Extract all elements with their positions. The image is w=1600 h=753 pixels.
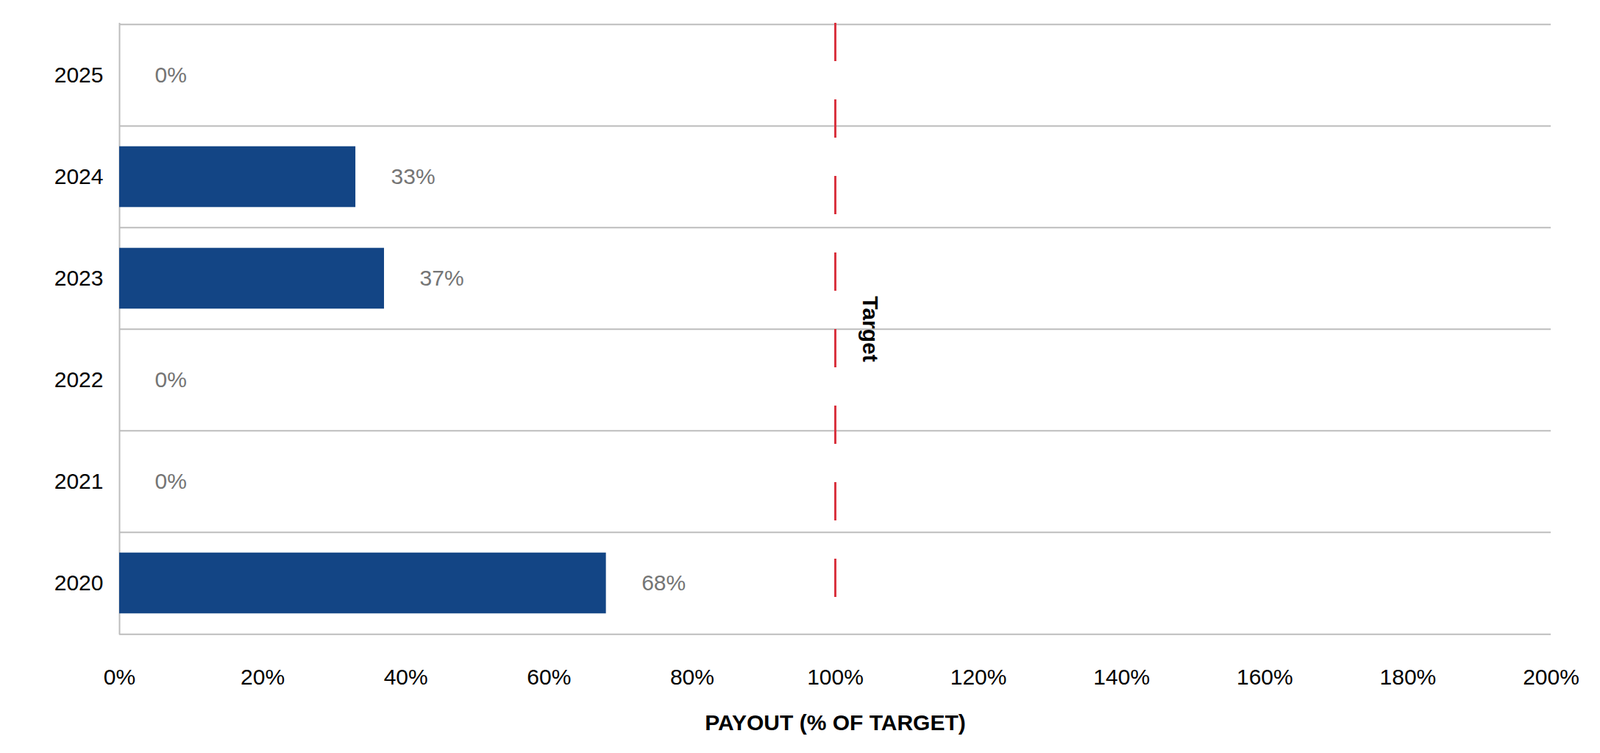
svg-text:2020: 2020 — [54, 570, 104, 595]
svg-text:37%: 37% — [420, 265, 465, 290]
svg-text:120%: 120% — [950, 664, 1008, 689]
svg-text:2023: 2023 — [54, 265, 104, 290]
svg-text:40%: 40% — [384, 664, 429, 689]
svg-text:0%: 0% — [103, 664, 136, 689]
svg-text:140%: 140% — [1093, 664, 1150, 689]
svg-text:2025: 2025 — [54, 62, 104, 87]
svg-text:160%: 160% — [1236, 664, 1294, 689]
svg-text:0%: 0% — [155, 468, 187, 493]
svg-text:PAYOUT (% OF TARGET): PAYOUT (% OF TARGET) — [704, 709, 966, 735]
svg-text:0%: 0% — [155, 62, 187, 87]
svg-text:180%: 180% — [1380, 664, 1437, 689]
svg-text:200%: 200% — [1522, 664, 1580, 689]
svg-text:Target: Target — [858, 295, 883, 362]
svg-text:68%: 68% — [641, 570, 686, 595]
svg-text:2021: 2021 — [54, 468, 104, 493]
svg-text:2024: 2024 — [54, 164, 104, 189]
svg-text:20%: 20% — [240, 664, 285, 689]
svg-text:100%: 100% — [806, 664, 864, 689]
svg-text:2022: 2022 — [54, 367, 104, 392]
svg-text:80%: 80% — [670, 664, 715, 689]
svg-text:33%: 33% — [391, 164, 436, 189]
svg-text:0%: 0% — [155, 367, 187, 392]
svg-text:60%: 60% — [526, 664, 571, 689]
